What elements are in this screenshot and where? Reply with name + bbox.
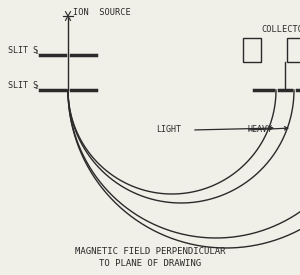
- Text: LIGHT: LIGHT: [156, 125, 181, 134]
- Text: TO PLANE OF DRAWING: TO PLANE OF DRAWING: [99, 260, 201, 268]
- Text: COLLECTOR: COLLECTOR: [261, 25, 300, 34]
- Text: SLIT S: SLIT S: [8, 46, 38, 55]
- Text: 1: 1: [34, 50, 38, 55]
- Text: SLIT S: SLIT S: [8, 81, 38, 90]
- Text: ION  SOURCE: ION SOURCE: [73, 8, 131, 17]
- Text: HEAVY: HEAVY: [248, 125, 273, 134]
- Text: MAGNETIC FIELD PERPENDICULAR: MAGNETIC FIELD PERPENDICULAR: [75, 248, 225, 257]
- Bar: [243, 38, 261, 62]
- Text: 2: 2: [34, 85, 38, 90]
- Bar: [287, 38, 300, 62]
